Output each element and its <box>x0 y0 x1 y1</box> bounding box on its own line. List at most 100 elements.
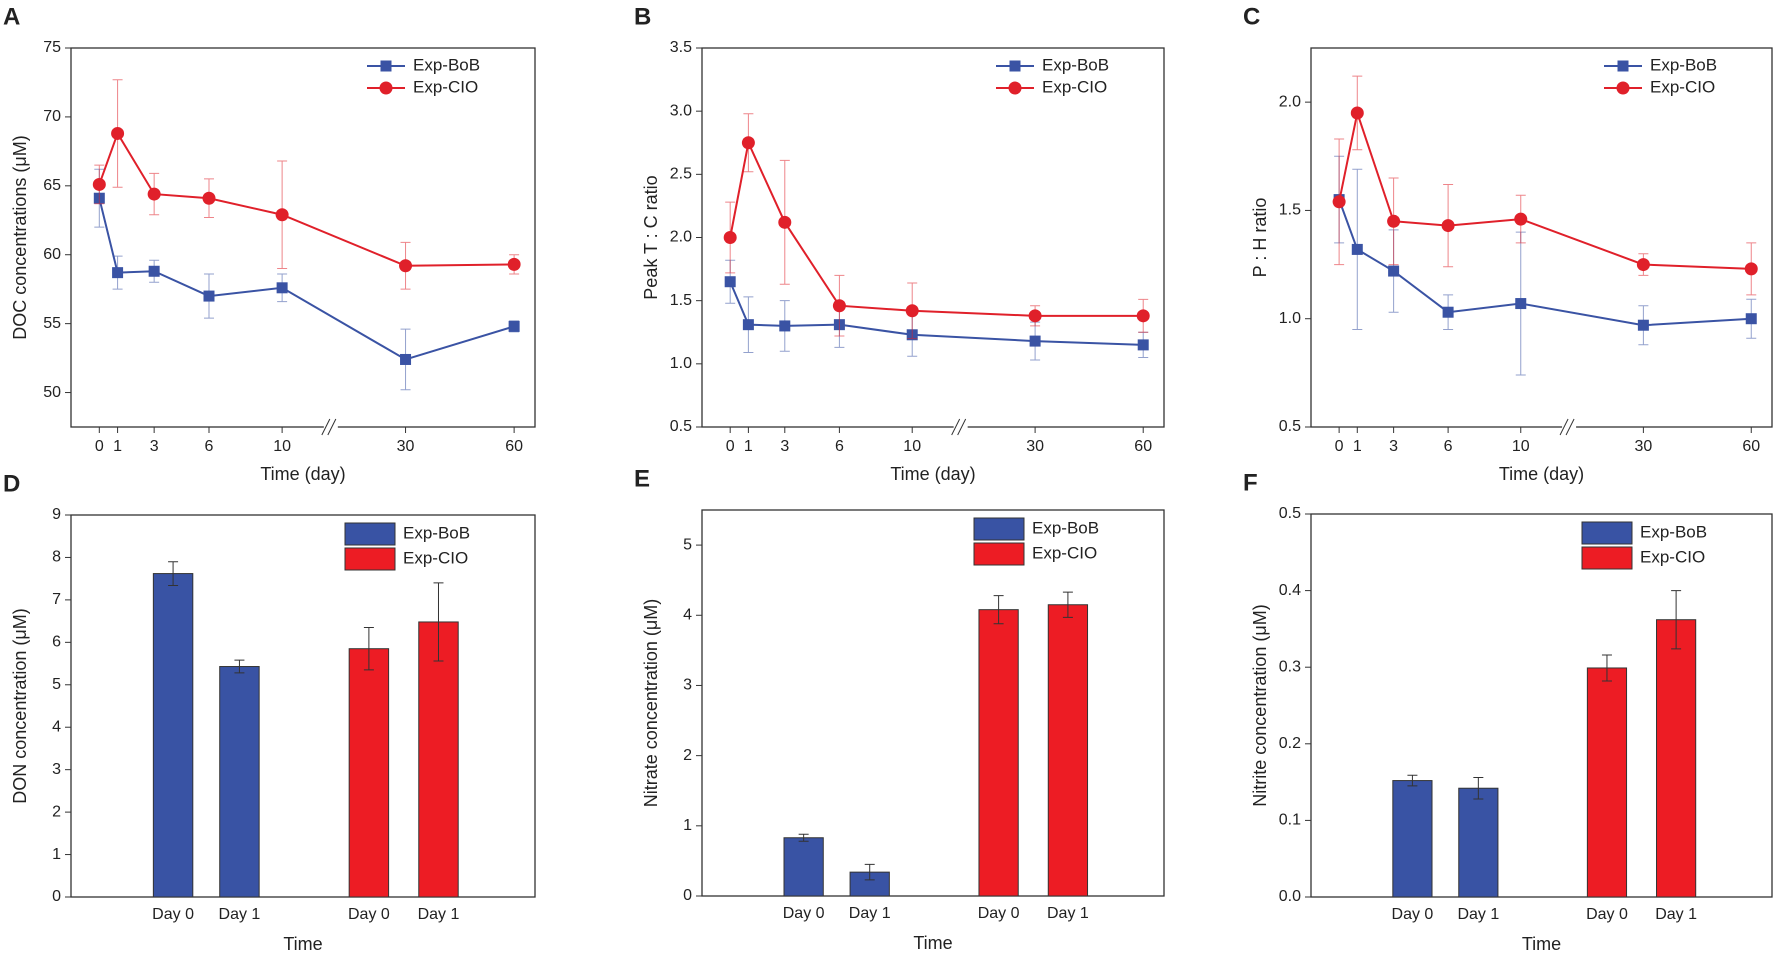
x-tick-label: 3 <box>780 438 789 455</box>
x-tick-label: 30 <box>1634 438 1652 455</box>
legend-label: Exp-BoB <box>1640 522 1707 541</box>
x-tick-label: Day 0 <box>1586 906 1628 923</box>
y-tick-label: 4 <box>52 718 61 735</box>
legend-label: Exp-CIO <box>1650 77 1715 96</box>
axis-break-gap <box>323 424 338 430</box>
error-bar <box>168 561 179 586</box>
x-tick-label: 0 <box>726 438 735 455</box>
legend-label: Exp-BoB <box>1032 518 1099 537</box>
bar <box>783 837 824 897</box>
marker <box>1387 214 1401 228</box>
marker <box>147 187 161 201</box>
y-tick-label: 0.1 <box>1279 812 1301 829</box>
y-tick-label: 7 <box>52 591 61 608</box>
panel-label: A <box>3 3 20 30</box>
plot-frame <box>701 509 1165 897</box>
y-tick-label: 3 <box>683 677 692 694</box>
y-tick-label: 3.0 <box>670 102 692 119</box>
plot-frame <box>1310 513 1773 898</box>
bar <box>1392 780 1433 898</box>
legend-label: Exp-BoB <box>1650 55 1717 74</box>
y-tick-label: 0 <box>52 888 61 905</box>
bar <box>978 609 1019 897</box>
y-tick-label: 6 <box>52 634 61 651</box>
marker <box>507 257 521 271</box>
series-line <box>98 197 515 361</box>
bar <box>418 621 459 898</box>
legend-label: Exp-BoB <box>413 55 480 74</box>
panel-label: F <box>1243 469 1258 496</box>
error-bar <box>363 626 374 671</box>
legend-label: Exp-CIO <box>413 77 478 96</box>
marker <box>276 282 288 294</box>
error-bar <box>1671 590 1682 650</box>
legend-label: Exp-CIO <box>1032 543 1097 562</box>
x-tick-label: 6 <box>205 438 214 455</box>
panel-label: C <box>1243 3 1260 30</box>
legend-swatch <box>973 517 1025 541</box>
legend-marker <box>379 81 393 95</box>
x-tick-label: Day 0 <box>152 906 194 923</box>
x-tick-label: 60 <box>1134 438 1152 455</box>
x-axis-label: Time (day) <box>260 464 345 484</box>
bar <box>1458 787 1499 898</box>
y-tick-label: 0.5 <box>1279 505 1301 522</box>
plot-frame <box>1310 47 1773 428</box>
y-tick-label: 70 <box>43 108 61 125</box>
legend-marker <box>1009 60 1021 72</box>
error-bar <box>1407 774 1418 787</box>
marker <box>275 208 289 222</box>
series-line <box>1338 109 1752 270</box>
y-tick-label: 2 <box>52 803 61 820</box>
y-tick-label: 75 <box>43 39 61 56</box>
error-bar <box>234 659 245 674</box>
marker <box>1744 262 1758 276</box>
y-tick-label: 2.5 <box>670 166 692 183</box>
legend-label: Exp-CIO <box>1042 77 1107 96</box>
legend-label: Exp-CIO <box>1640 547 1705 566</box>
marker <box>1441 219 1455 233</box>
y-tick-label: 5 <box>683 536 692 553</box>
axis-break <box>1559 418 1569 436</box>
y-tick-label: 1 <box>683 817 692 834</box>
error-bar <box>864 863 875 881</box>
x-tick-label: Day 1 <box>1047 905 1089 922</box>
x-tick-label: 10 <box>903 438 921 455</box>
marker <box>1388 265 1400 277</box>
y-tick-label: 0.2 <box>1279 735 1301 752</box>
marker <box>1514 212 1528 226</box>
marker <box>723 231 737 244</box>
y-tick-label: 1.5 <box>1279 202 1301 219</box>
legend-swatch <box>1581 521 1633 545</box>
y-tick-label: 60 <box>43 246 61 263</box>
y-axis-label: DON concentration (μM) <box>10 608 30 803</box>
marker <box>399 259 413 273</box>
bar <box>1047 604 1089 897</box>
marker <box>905 304 919 318</box>
marker <box>741 136 755 150</box>
y-tick-label: 1.0 <box>1279 310 1301 327</box>
marker <box>1028 309 1042 323</box>
legend-swatch <box>344 547 396 571</box>
y-tick-label: 0.0 <box>1279 888 1301 905</box>
series-line <box>1338 199 1752 327</box>
plot-frame <box>701 47 1165 428</box>
y-tick-label: 5 <box>52 676 61 693</box>
x-tick-label: 60 <box>1742 438 1760 455</box>
y-tick-label: 65 <box>43 177 61 194</box>
bar <box>152 573 194 898</box>
marker <box>111 126 125 140</box>
legend-marker <box>1617 60 1629 72</box>
y-tick-label: 0.5 <box>670 418 692 435</box>
x-tick-label: Day 0 <box>1392 906 1434 923</box>
x-tick-label: 10 <box>273 438 291 455</box>
marker <box>202 191 216 205</box>
marker <box>1029 335 1041 347</box>
y-axis-label: DOC concentrations (μM) <box>10 135 30 339</box>
y-tick-label: 55 <box>43 315 61 332</box>
x-tick-label: 6 <box>1444 438 1453 455</box>
series-line <box>729 281 1144 346</box>
error-bar <box>1473 777 1484 800</box>
marker <box>742 319 754 331</box>
marker <box>400 353 412 365</box>
